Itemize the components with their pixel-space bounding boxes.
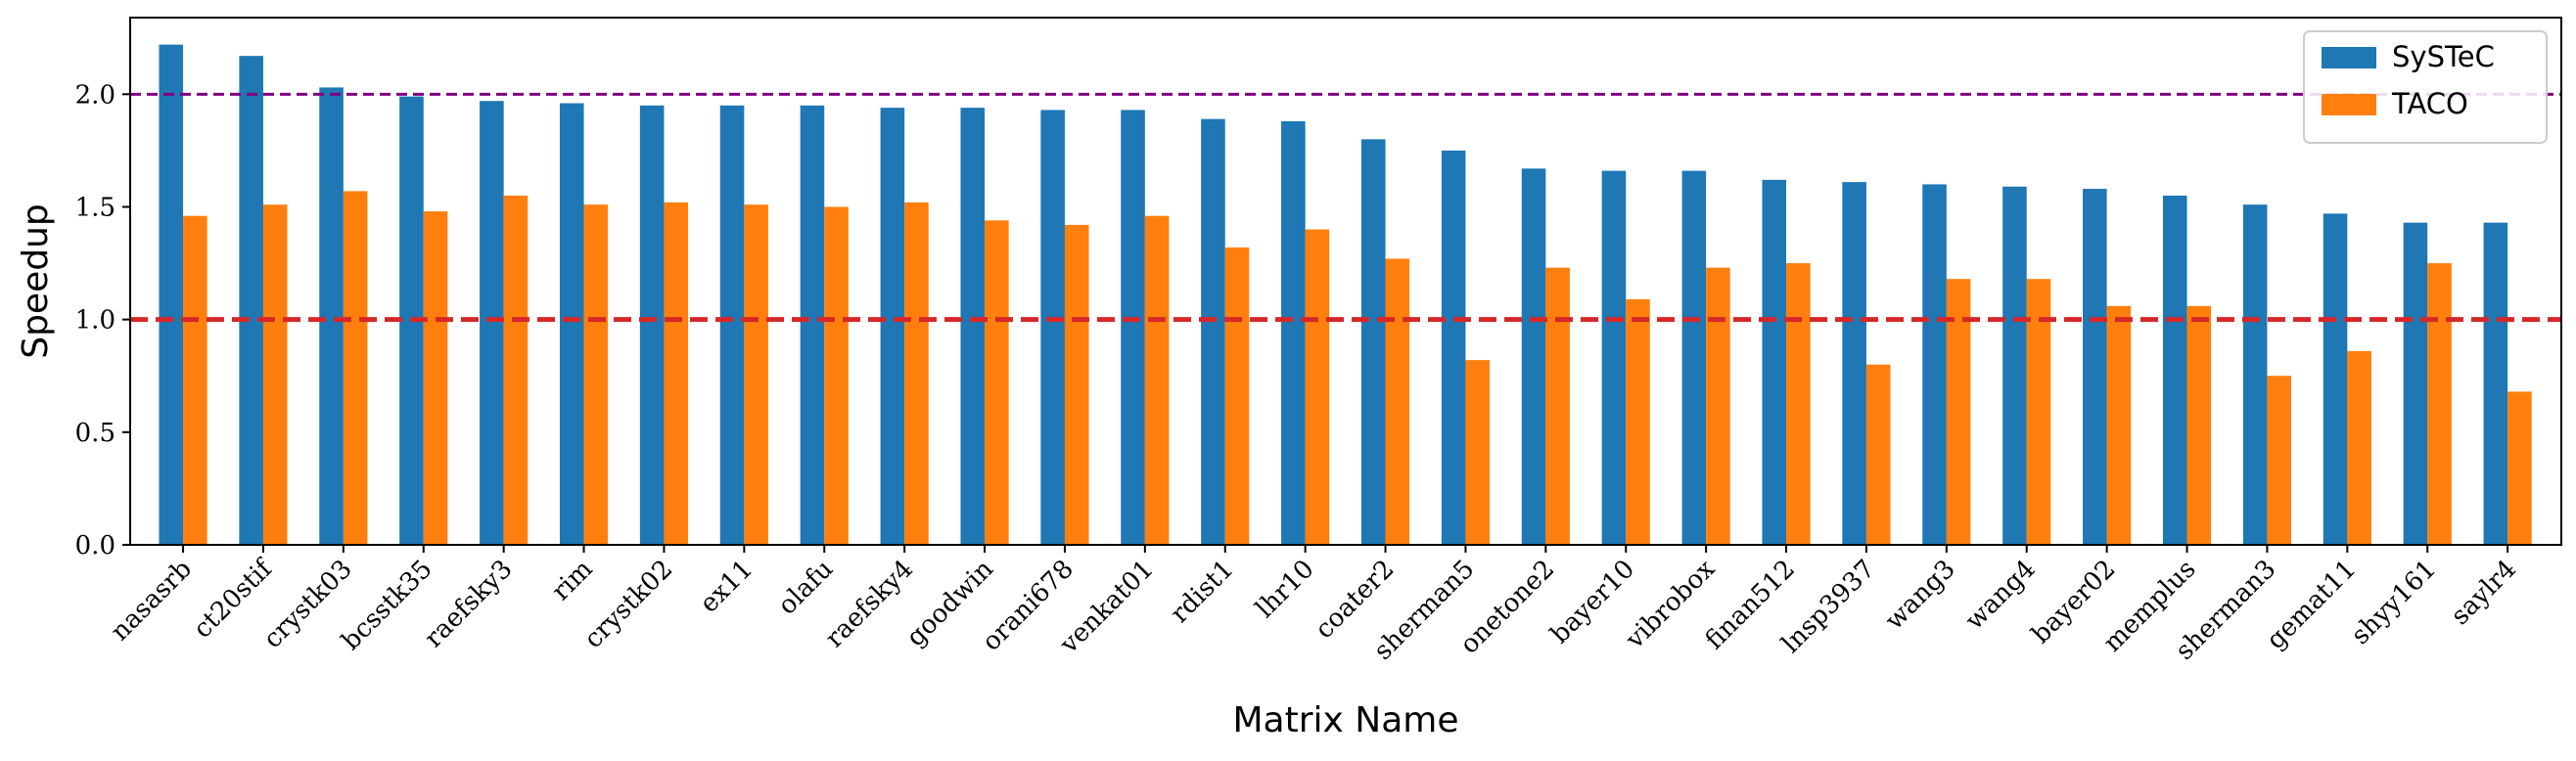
y-axis: 0.0 0.5 1.0 1.5 2.0 bbox=[75, 80, 130, 560]
x-tick-label: rim bbox=[546, 555, 598, 606]
bar-systec-vibrobox bbox=[1681, 170, 1707, 545]
x-tick-label: wang4 bbox=[1959, 555, 2041, 636]
bar-systec-crystk03 bbox=[319, 87, 344, 546]
bar-taco-saylr4 bbox=[2507, 391, 2532, 545]
bar-taco-sherman5 bbox=[1465, 360, 1491, 545]
x-tick-label: gemat11 bbox=[2261, 555, 2362, 655]
x-tick-label: crystk02 bbox=[578, 555, 678, 654]
bar-systec-lnsp3937 bbox=[1842, 182, 1866, 545]
y-tick-label: 1.0 bbox=[75, 306, 115, 336]
x-tick-label: olafu bbox=[772, 555, 839, 621]
bar-taco-sherman3 bbox=[2267, 376, 2291, 545]
x-tick-label: rdist1 bbox=[1166, 555, 1240, 629]
bar-taco-wang4 bbox=[2026, 279, 2051, 545]
x-tick-label: saylr4 bbox=[2446, 555, 2522, 631]
bar-systec-raefsky4 bbox=[880, 108, 905, 545]
bar-taco-shyy161 bbox=[2427, 263, 2452, 545]
y-tick-label: 1.5 bbox=[75, 193, 115, 222]
bar-taco-finan512 bbox=[1786, 263, 1811, 545]
bar-systec-wang3 bbox=[1922, 184, 1947, 545]
bar-taco-crystk03 bbox=[343, 191, 368, 545]
x-tick-label: raefsky3 bbox=[419, 555, 518, 653]
bar-systec-ct20stif bbox=[239, 56, 263, 546]
bar-systec-crystk02 bbox=[639, 105, 665, 545]
bar-taco-bayer02 bbox=[2106, 305, 2132, 545]
plot-frame bbox=[129, 17, 2562, 546]
legend-swatch-taco bbox=[2322, 94, 2376, 115]
y-tick-label: 0.0 bbox=[75, 531, 115, 560]
bar-systec-goodwin bbox=[960, 108, 986, 545]
x-tick-label: nasasrb bbox=[106, 555, 198, 647]
bar-systec-sherman5 bbox=[1441, 150, 1466, 545]
bar-taco-vibrobox bbox=[1706, 267, 1730, 545]
bar-systec-bayer02 bbox=[2083, 189, 2107, 546]
bar-systec-lhr10 bbox=[1281, 120, 1306, 545]
bar-systec-sherman3 bbox=[2242, 204, 2268, 545]
bar-systec-bayer10 bbox=[1601, 170, 1627, 545]
bar-taco-rim bbox=[583, 204, 609, 545]
bar-systec-ex11 bbox=[719, 105, 745, 545]
x-tick-label: ex11 bbox=[694, 555, 759, 619]
bar-taco-olafu bbox=[824, 206, 849, 545]
bar-taco-ex11 bbox=[744, 204, 768, 545]
bar-taco-rdist1 bbox=[1224, 246, 1250, 545]
bar-systec-rim bbox=[559, 103, 584, 546]
legend-swatch-systec bbox=[2322, 47, 2376, 68]
bar-taco-raefsky4 bbox=[904, 201, 929, 545]
legend-label-taco: TACO bbox=[2391, 87, 2468, 120]
legend-label-systec: SySTeC bbox=[2392, 40, 2495, 73]
bar-systec-shyy161 bbox=[2403, 222, 2428, 545]
bar-systec-finan512 bbox=[1762, 179, 1787, 545]
bar-systec-coater2 bbox=[1360, 139, 1386, 545]
bar-systec-rdist1 bbox=[1201, 118, 1225, 546]
bar-taco-crystk02 bbox=[664, 201, 689, 545]
bar-systec-olafu bbox=[800, 105, 825, 545]
y-axis-title: Speedup bbox=[16, 203, 56, 359]
x-tick-label: raefsky4 bbox=[820, 555, 919, 653]
bar-systec-gemat11 bbox=[2323, 213, 2348, 545]
y-tick-label: 0.5 bbox=[75, 419, 115, 448]
bar-taco-bayer10 bbox=[1626, 298, 1650, 545]
bar-systec-saylr4 bbox=[2483, 222, 2508, 545]
bar-taco-ct20stif bbox=[262, 204, 288, 545]
bar-taco-memplus bbox=[2186, 305, 2212, 545]
legend: SySTeC TACO bbox=[2303, 30, 2548, 144]
y-tick-label: 2.0 bbox=[75, 80, 115, 110]
bar-taco-orani678 bbox=[1064, 224, 1089, 545]
bar-taco-lnsp3937 bbox=[1865, 364, 1891, 545]
bars-layer bbox=[159, 44, 2532, 546]
bar-systec-memplus bbox=[2162, 195, 2187, 545]
bar-systec-onetone2 bbox=[1521, 168, 1546, 546]
bar-taco-lhr10 bbox=[1305, 229, 1330, 545]
x-tick-label: shyy161 bbox=[2346, 555, 2442, 650]
bar-taco-bcsstk35 bbox=[423, 211, 448, 546]
x-tick-label: wang3 bbox=[1880, 555, 1961, 636]
bar-taco-goodwin bbox=[985, 220, 1009, 546]
bar-systec-venkat01 bbox=[1121, 110, 1145, 545]
reference-lines bbox=[130, 92, 2561, 323]
bar-systec-raefsky3 bbox=[480, 101, 504, 545]
bar-taco-onetone2 bbox=[1545, 267, 1570, 545]
x-tick-label: lhr10 bbox=[1250, 555, 1319, 624]
bar-systec-wang4 bbox=[2002, 186, 2027, 545]
bar-taco-raefsky3 bbox=[503, 195, 529, 545]
bar-taco-coater2 bbox=[1385, 258, 1410, 545]
bar-taco-nasasrb bbox=[183, 215, 207, 545]
bar-systec-nasasrb bbox=[159, 44, 184, 546]
bar-taco-wang3 bbox=[1946, 279, 1971, 545]
bar-taco-gemat11 bbox=[2347, 350, 2371, 545]
bar-systec-orani678 bbox=[1040, 110, 1065, 545]
x-axis-title: Matrix Name bbox=[1233, 700, 1459, 740]
bar-taco-venkat01 bbox=[1144, 215, 1170, 545]
